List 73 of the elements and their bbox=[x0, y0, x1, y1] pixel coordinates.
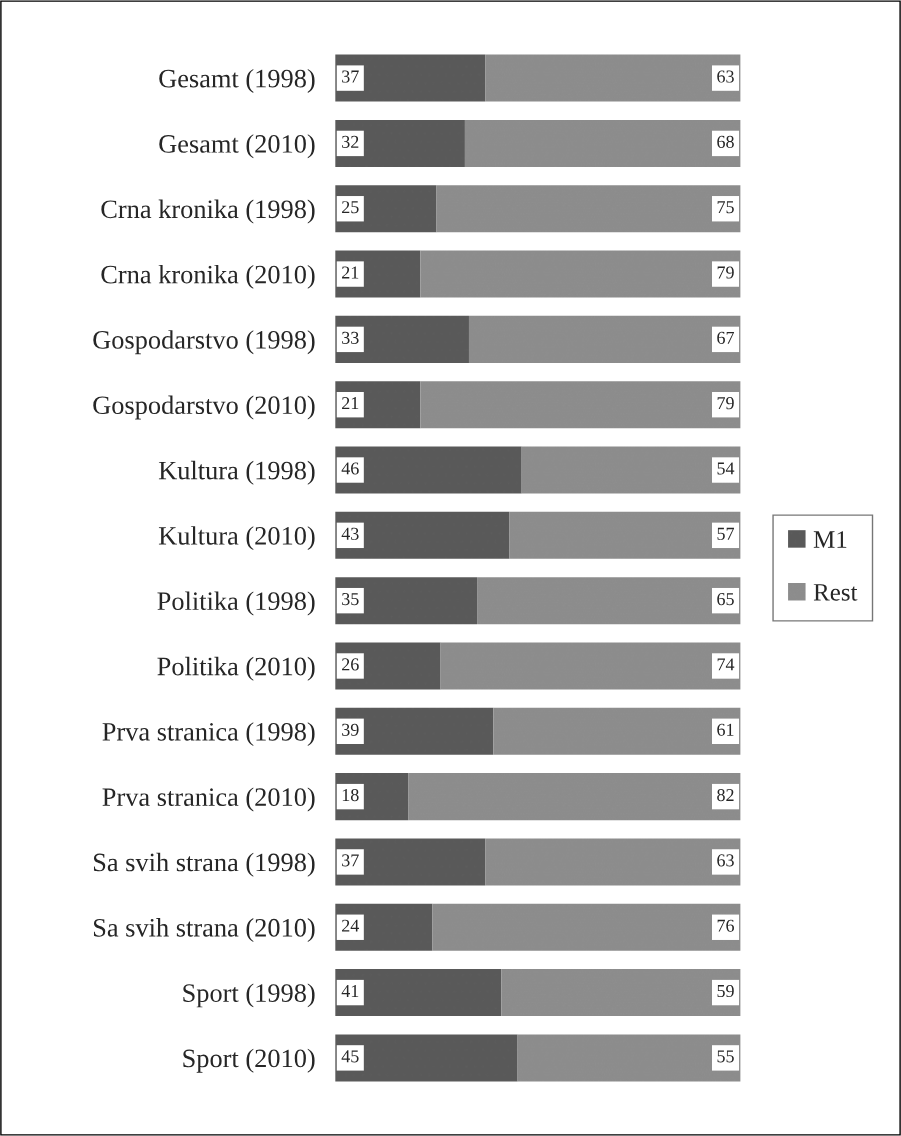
legend-label: Rest bbox=[813, 584, 858, 601]
y-tick-label: Crna kronika (2010) bbox=[101, 264, 315, 289]
data-label: 18 bbox=[342, 788, 359, 802]
y-tick-label: Kultura (2010) bbox=[158, 526, 315, 551]
bar bbox=[501, 969, 741, 1017]
bar bbox=[477, 577, 741, 625]
data-label: 43 bbox=[341, 527, 359, 540]
bar bbox=[335, 446, 522, 494]
bar bbox=[335, 511, 510, 559]
bar bbox=[485, 838, 741, 886]
data-label: 79 bbox=[717, 266, 734, 279]
y-tick-label: Politika (1998) bbox=[157, 591, 315, 616]
data-label: 67 bbox=[717, 331, 735, 344]
data-label: 26 bbox=[342, 658, 359, 671]
y-tick-label: Sport (2010) bbox=[183, 1048, 315, 1073]
y-tick-label: Gospodarstvo (2010) bbox=[93, 395, 315, 420]
bar bbox=[335, 969, 502, 1017]
data-label: 45 bbox=[341, 1050, 359, 1063]
bar bbox=[432, 903, 741, 951]
bar bbox=[335, 119, 465, 167]
y-tick-label: Sa svih strana (2010) bbox=[93, 918, 315, 943]
data-label: 33 bbox=[342, 331, 359, 344]
bar bbox=[420, 250, 741, 298]
y-tick-label: Prva stranica (1998) bbox=[102, 722, 315, 747]
bar bbox=[335, 1034, 518, 1082]
data-label: 21 bbox=[342, 397, 359, 410]
data-label: 82 bbox=[717, 788, 734, 802]
bar bbox=[436, 185, 741, 233]
y-tick-label: Prva stranica (2010) bbox=[102, 787, 315, 812]
data-label: 79 bbox=[717, 397, 734, 410]
y-tick-label: Gesamt (2010) bbox=[159, 134, 315, 159]
data-label: 54 bbox=[717, 462, 735, 475]
data-label: 41 bbox=[341, 985, 359, 997]
data-label: 46 bbox=[341, 462, 359, 475]
data-label: 75 bbox=[717, 201, 734, 214]
data-label: 76 bbox=[717, 919, 734, 932]
data-label: 24 bbox=[342, 919, 360, 932]
bar bbox=[468, 315, 741, 363]
data-label: 57 bbox=[717, 527, 735, 540]
data-label: 25 bbox=[342, 201, 359, 214]
bar bbox=[485, 54, 741, 102]
y-tick-label: Gospodarstvo (1998) bbox=[93, 330, 315, 355]
y-tick-label: Gesamt (1998) bbox=[159, 68, 315, 93]
data-label: 63 bbox=[717, 854, 734, 867]
data-label: 21 bbox=[342, 266, 359, 279]
data-label: 55 bbox=[717, 1050, 734, 1063]
bar bbox=[509, 511, 741, 559]
data-label: 35 bbox=[342, 593, 359, 606]
bar bbox=[420, 381, 741, 429]
data-label: 39 bbox=[342, 723, 359, 736]
bar bbox=[493, 707, 741, 755]
bar bbox=[335, 577, 478, 625]
bar bbox=[464, 119, 741, 167]
data-label: 68 bbox=[717, 135, 734, 148]
bar bbox=[440, 642, 741, 690]
y-tick-label: Sport (1998) bbox=[183, 983, 315, 1008]
y-tick-label: Politika (2010) bbox=[157, 656, 315, 681]
bar bbox=[517, 1034, 741, 1082]
data-label: 65 bbox=[717, 593, 734, 606]
data-label: 37 bbox=[342, 70, 359, 83]
bar bbox=[521, 446, 741, 494]
data-label: 32 bbox=[342, 135, 359, 148]
data-label: 61 bbox=[717, 723, 734, 736]
y-tick-label: Sa svih strana (1998) bbox=[93, 852, 315, 877]
data-label: 63 bbox=[717, 70, 734, 83]
bar bbox=[408, 773, 741, 821]
y-tick-label: Kultura (1998) bbox=[158, 460, 315, 485]
y-tick-label: Crna kronika (1998) bbox=[101, 199, 315, 224]
data-label: 59 bbox=[717, 984, 734, 998]
legend-label: M1 bbox=[813, 531, 847, 548]
data-label: 74 bbox=[717, 658, 735, 671]
data-label: 37 bbox=[342, 854, 359, 867]
bar bbox=[335, 707, 494, 755]
